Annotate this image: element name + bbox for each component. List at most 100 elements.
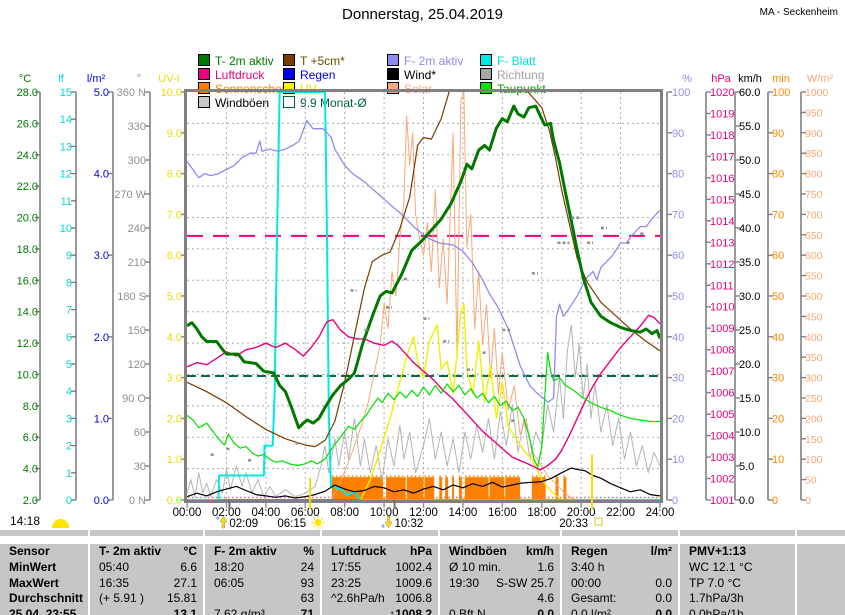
axis-tick-label-lm2: 1.0 [94,413,109,425]
legend-swatch-icon [480,68,492,80]
table-row: 06:05 93 [205,576,320,592]
sun-icon-ray [313,525,316,528]
axis-tick-label-lf: 9 [66,250,72,262]
axis-tick-label-hpa: 1005 [710,409,734,421]
axis-tick-label-hpa: 1017 [710,151,734,163]
axis-tick-label-lm2: 4.0 [94,169,109,181]
axis-tick-label-deg: 330 [128,121,146,133]
legend-label: Richtung [497,68,545,82]
axis-tick-label-pct: 100 [672,87,690,99]
axis-tick-label-deg: 120 [128,359,146,371]
table-column-header: Luftdruck hPa [322,544,438,560]
table-spacer-segment [0,530,88,536]
cell-text-left: 00:00 [571,575,602,590]
legend-swatch-icon [198,68,210,80]
axis-tick-label-temp: 4.0 [23,464,38,476]
axis-tick-label-hpa: 1007 [710,366,734,378]
axis-header-hpa: hPa [711,73,731,85]
axis-tick-label-deg: 210 [128,257,146,269]
axis-tick-label-min: 20 [772,413,784,425]
axis-tick-label-kmh: 30.0 [739,291,760,303]
cell-text-left: Durchschnitt [9,591,84,606]
axis-tick-label-uv: 2.0 [167,413,182,425]
cell-text-right: 1009.6 [395,575,432,590]
axis-tick-label-deg: 240 [128,223,146,235]
axis-tick-label-wm2: 800 [805,169,823,181]
cell-text-right: 0.0 [655,607,672,615]
table-column-f-2m-aktiv: F- 2m aktiv% 18:20 24 06:05 93 63 7.62 g/m³ 71 [203,544,320,615]
cell-text-left: 05:40 [99,559,130,574]
axis-tick-label-hpa: 1011 [710,280,734,292]
table-spacer-segment [90,530,203,536]
axis-tick-label-wm2: 300 [805,373,823,385]
table-row: Gesamt: 0.0 [562,591,678,607]
time-axis-label: 12:00 [409,507,438,519]
axis-tick-label-kmh: 50.0 [739,155,760,167]
axis-tick-label-hpa: 1020 [710,87,734,99]
axis-tick-label-wm2: 750 [805,189,823,201]
table-row: 3:40 h [562,560,678,576]
legend-label: T- 2m aktiv [215,54,274,68]
axis-tick-label-kmh: 25.0 [739,325,760,337]
table-row: TP 7.0 °C [680,576,795,592]
wind-curve [187,467,660,499]
marker-label-sunrise: 06:15 [277,518,306,530]
cell-text-left: MaxWert [9,575,59,590]
axis-tick-label-kmh: 35.0 [739,257,760,269]
axis-tick-label-pct: 40 [672,332,684,344]
legend-item-luftdruck: Luftdruck [198,68,264,82]
cell-text-right: 0.0 [655,591,672,606]
time-axis-label: 24:00 [646,507,675,519]
axis-tick-label-hpa: 1009 [710,323,734,335]
sunshine-bar [464,477,489,499]
table-row-label: 25.04. 23:55 [0,607,88,615]
axis-tick-label-uv: 7.0 [167,209,182,221]
table-column-regen: Regen l/m² 3:40 h 00:00 0.0 Gesamt: 0.0 0.0 l/m… [560,544,678,615]
axis-tick-label-deg: 360 N [117,87,146,99]
axis-tick-label-kmh: 5.0 [739,461,754,473]
cell-text-left: ^2.6hPa/h [331,591,385,606]
axis-tick-label-lm2: 5.0 [94,87,109,99]
axis-tick-label-min: 30 [772,373,784,385]
table-column-header: F- 2m aktiv% [205,544,320,560]
table-spacer-segment [680,530,795,536]
moon-dome-icon [52,519,69,528]
table-row: 63 [205,591,320,607]
legend-item-f-blatt: F- Blatt [480,54,536,68]
axis-tick-label-min: 0 [772,495,778,507]
axis-tick-label-wm2: 250 [805,393,823,405]
axis-header-kmh: km/h [738,73,762,85]
table-row: ↑1008.2 [322,607,438,615]
cell-text-right: 93 [300,575,314,590]
table-spacer-segment [322,530,438,536]
axis-tick-label-pct: 60 [672,250,684,262]
axis-tick-label-deg: 150 [128,325,146,337]
table-column-pmv-1-13: PMV+1:13 WC 12.1 °C TP 7.0 °C 1.7hPa/3h 0.0h… [678,544,795,615]
cell-text-left: 23:25 [331,575,362,590]
time-axis-label: 20:00 [567,507,596,519]
axis-tick-label-wm2: 200 [805,413,823,425]
axis-tick-label-min: 70 [772,209,784,221]
table-column-luftdruck: Luftdruck hPa 17:55 1002.4 23:25 1009.6 ^2.6hP… [320,544,438,615]
cell-text-left: PMV+1:13 [689,544,747,558]
axis-tick-label-hpa: 1012 [710,259,734,271]
cell-text-right: km/h [525,544,554,558]
axis-tick-label-wm2: 400 [805,332,823,344]
axis-tick-label-deg: 90 O [122,393,146,405]
table-spacer-segment [440,530,560,536]
cell-text-left: TP 7.0 °C [689,575,741,590]
axis-tick-label-lf: 7 [66,305,72,317]
cell-text-right: 27.1 [173,575,197,590]
axis-tick-label-kmh: 40.0 [739,223,760,235]
cell-text-right: % [303,544,314,558]
cell-text-right: ↑1008.2 [389,607,432,615]
axis-tick-label-wm2: 50 [805,475,817,487]
legend-swatch-icon [283,54,295,66]
table-row: 0.0 l/m² 0.0 [562,607,678,615]
legend-item-windb-en: Windböen [198,96,269,110]
axis-tick-label-wm2: 900 [805,128,823,140]
axis-tick-label-lf: 5 [66,359,72,371]
page-title: Donnerstag, 25.04.2019 [342,6,503,23]
time-axis-label: 10:00 [370,507,399,519]
